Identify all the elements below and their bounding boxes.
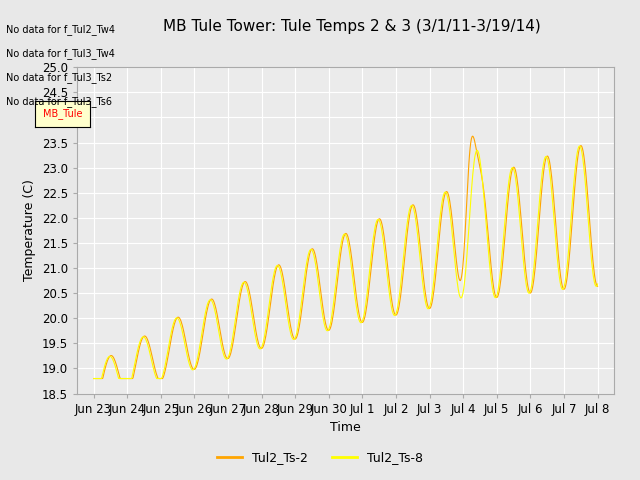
Text: No data for f_Tul3_Ts6: No data for f_Tul3_Ts6 xyxy=(6,96,113,107)
Tul2_Ts-2 xyxy=(469,133,477,139)
Tul2_Ts-8 xyxy=(266,292,274,298)
Tul2_Ts-8 xyxy=(576,143,584,149)
Tul2_Ts-2 xyxy=(266,302,274,308)
Tul2_Ts-2 xyxy=(285,316,293,322)
Tul2_Ts-8 xyxy=(397,277,405,283)
Tul2_Ts-2 xyxy=(149,356,157,362)
Line: Tul2_Ts-8: Tul2_Ts-8 xyxy=(93,146,598,379)
Text: No data for f_Tul2_Tw4: No data for f_Tul2_Tw4 xyxy=(6,24,115,35)
Legend: Tul2_Ts-2, Tul2_Ts-8: Tul2_Ts-2, Tul2_Ts-8 xyxy=(212,446,428,469)
Tul2_Ts-2 xyxy=(426,306,433,312)
Text: MB_Tule: MB_Tule xyxy=(43,108,82,120)
Text: MB Tule Tower: Tule Temps 2 & 3 (3/1/11-3/19/14): MB Tule Tower: Tule Temps 2 & 3 (3/1/11-… xyxy=(163,19,541,34)
Line: Tul2_Ts-2: Tul2_Ts-2 xyxy=(93,136,598,379)
Tul2_Ts-2 xyxy=(594,283,602,289)
Tul2_Ts-8 xyxy=(90,376,97,382)
Tul2_Ts-2 xyxy=(90,376,97,382)
Tul2_Ts-8 xyxy=(285,324,293,330)
Text: No data for f_Tul3_Ts2: No data for f_Tul3_Ts2 xyxy=(6,72,113,83)
Tul2_Ts-8 xyxy=(594,281,602,287)
Text: No data for f_Tul3_Tw4: No data for f_Tul3_Tw4 xyxy=(6,48,115,59)
Tul2_Ts-2 xyxy=(241,279,249,285)
Tul2_Ts-2 xyxy=(397,289,405,295)
Tul2_Ts-8 xyxy=(241,281,249,287)
Tul2_Ts-8 xyxy=(149,363,157,369)
X-axis label: Time: Time xyxy=(330,421,361,434)
Tul2_Ts-8 xyxy=(426,304,433,310)
Y-axis label: Temperature (C): Temperature (C) xyxy=(23,180,36,281)
